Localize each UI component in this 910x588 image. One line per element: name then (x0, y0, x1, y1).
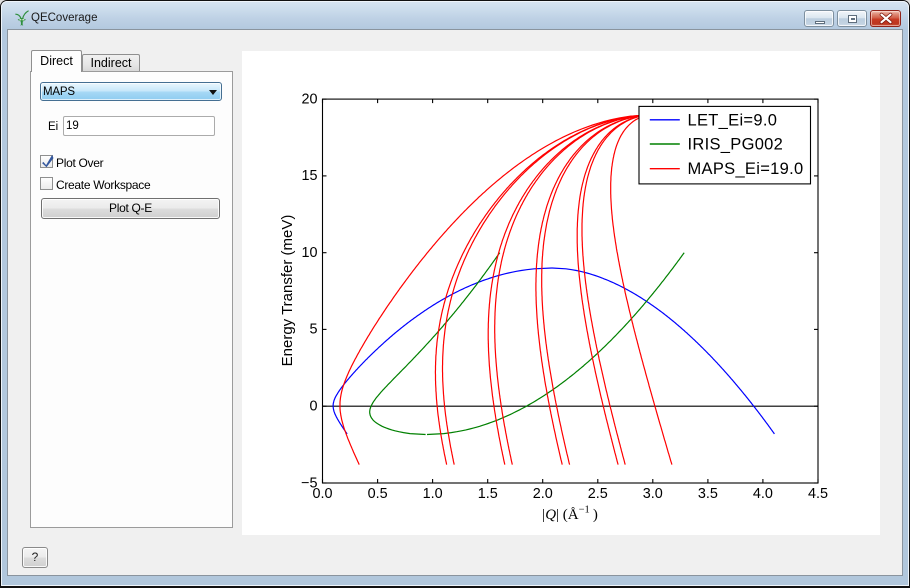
svg-text:MAPS_Ei=19.0: MAPS_Ei=19.0 (688, 160, 804, 178)
svg-text:15: 15 (301, 168, 317, 184)
svg-text:10: 10 (301, 245, 317, 261)
svg-text:1.5: 1.5 (478, 486, 498, 502)
svg-text:0.0: 0.0 (312, 486, 332, 502)
svg-text:−5: −5 (301, 475, 317, 491)
svg-text:4.0: 4.0 (753, 486, 773, 502)
svg-text:2.5: 2.5 (588, 486, 608, 502)
svg-text:1.0: 1.0 (423, 486, 443, 502)
svg-text:3.5: 3.5 (698, 486, 718, 502)
svg-text:|Q| (Å−1 ): |Q| (Å−1 ) (542, 505, 598, 524)
svg-text:LET_Ei=9.0: LET_Ei=9.0 (688, 111, 778, 129)
svg-text:4.5: 4.5 (808, 486, 828, 502)
svg-text:5: 5 (309, 322, 317, 338)
svg-text:2.0: 2.0 (533, 486, 553, 502)
svg-text:Energy Transfer (meV): Energy Transfer (meV) (279, 215, 296, 367)
svg-text:3.0: 3.0 (643, 486, 663, 502)
svg-text:IRIS_PG002: IRIS_PG002 (688, 136, 784, 154)
svg-text:0: 0 (309, 399, 317, 415)
svg-text:0.5: 0.5 (368, 486, 388, 502)
svg-text:20: 20 (301, 91, 317, 107)
